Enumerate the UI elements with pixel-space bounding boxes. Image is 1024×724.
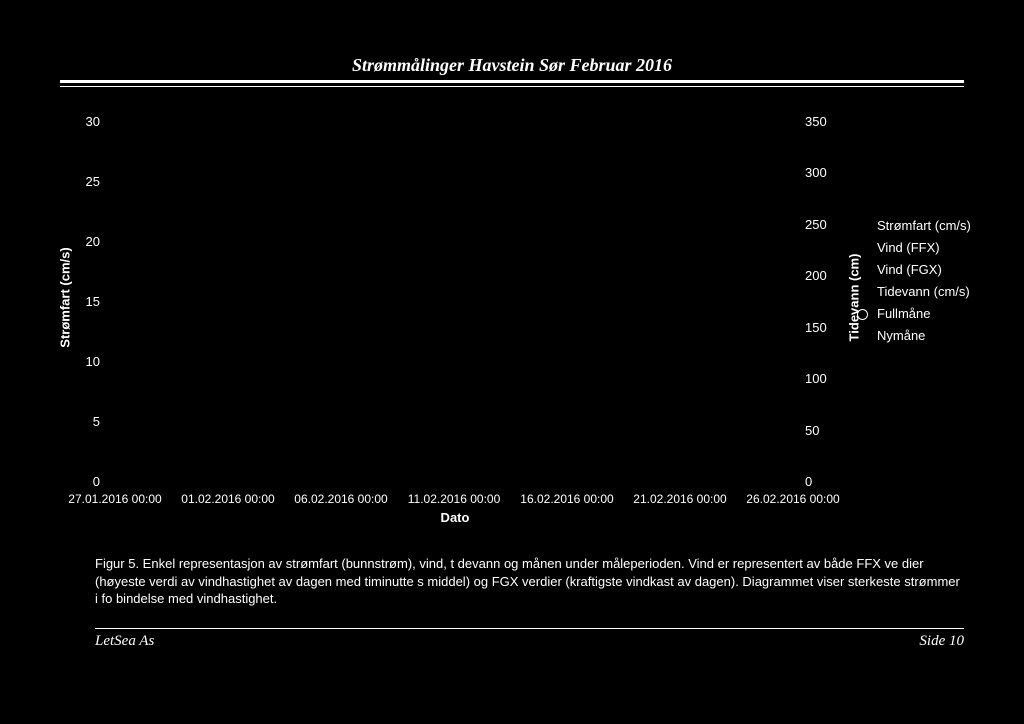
legend-label: Vind (FFX) [877,237,940,259]
page-footer: LetSea As Side 10 [95,628,964,650]
caption-text: Figur 5. Enkel representasjon av strømfa… [95,556,960,606]
x-tick: 21.02.2016 00:00 [633,492,726,506]
y-left-tick: 20 [70,234,100,249]
legend-item: Vind (FGX) [855,259,971,281]
y-right-tick: 150 [805,320,845,335]
footer-left: LetSea As [95,633,154,650]
page-header: Strømmålinger Havstein Sør Februar 2016 [0,55,1024,87]
y-right-tick: 350 [805,114,845,129]
x-tick: 26.02.2016 00:00 [746,492,839,506]
x-axis-label: Dato [441,510,470,525]
y-left-tick: 30 [70,114,100,129]
legend-label: Nymåne [877,325,925,347]
legend-label: Fullmåne [877,303,930,325]
y-right-tick: 300 [805,165,845,180]
x-tick: 01.02.2016 00:00 [181,492,274,506]
header-title: Strømmålinger Havstein Sør Februar 2016 [352,55,672,76]
y-right-tick: 50 [805,423,845,438]
x-tick: 27.01.2016 00:00 [68,492,161,506]
y-left-tick: 15 [70,294,100,309]
legend-item: Tidevann (cm/s) [855,281,971,303]
legend-label: Strømfart (cm/s) [877,215,971,237]
x-tick: 16.02.2016 00:00 [520,492,613,506]
footer-right: Side 10 [919,633,964,650]
fullmoon-icon [855,309,869,320]
x-tick: 06.02.2016 00:00 [294,492,387,506]
legend-item: Fullmåne [855,303,971,325]
x-tick: 11.02.2016 00:00 [408,492,501,506]
legend-label: Tidevann (cm/s) [877,281,970,303]
y-left-tick: 10 [70,354,100,369]
header-rule [60,80,964,87]
y-right-tick: 0 [805,474,845,489]
page: Strømmålinger Havstein Sør Februar 2016 … [0,0,1024,724]
legend-item: Nymåne [855,325,971,347]
y-right-tick: 250 [805,217,845,232]
legend-item: Strømfart (cm/s) [855,215,971,237]
y-left-axis-label: Strømfart (cm/s) [58,247,73,347]
y-right-tick: 200 [805,268,845,283]
y-left-tick: 25 [70,174,100,189]
chart-legend: Strømfart (cm/s) Vind (FFX) Vind (FGX) T… [855,215,971,347]
y-right-tick: 100 [805,371,845,386]
legend-item: Vind (FFX) [855,237,971,259]
legend-label: Vind (FGX) [877,259,942,281]
figure-caption: Figur 5. Enkel representasjon av strømfa… [95,555,964,608]
chart-area: 30 25 20 15 10 5 0 Strømfart (cm/s) 350 … [60,100,960,510]
y-left-tick: 5 [70,414,100,429]
y-left-tick: 0 [70,474,100,489]
